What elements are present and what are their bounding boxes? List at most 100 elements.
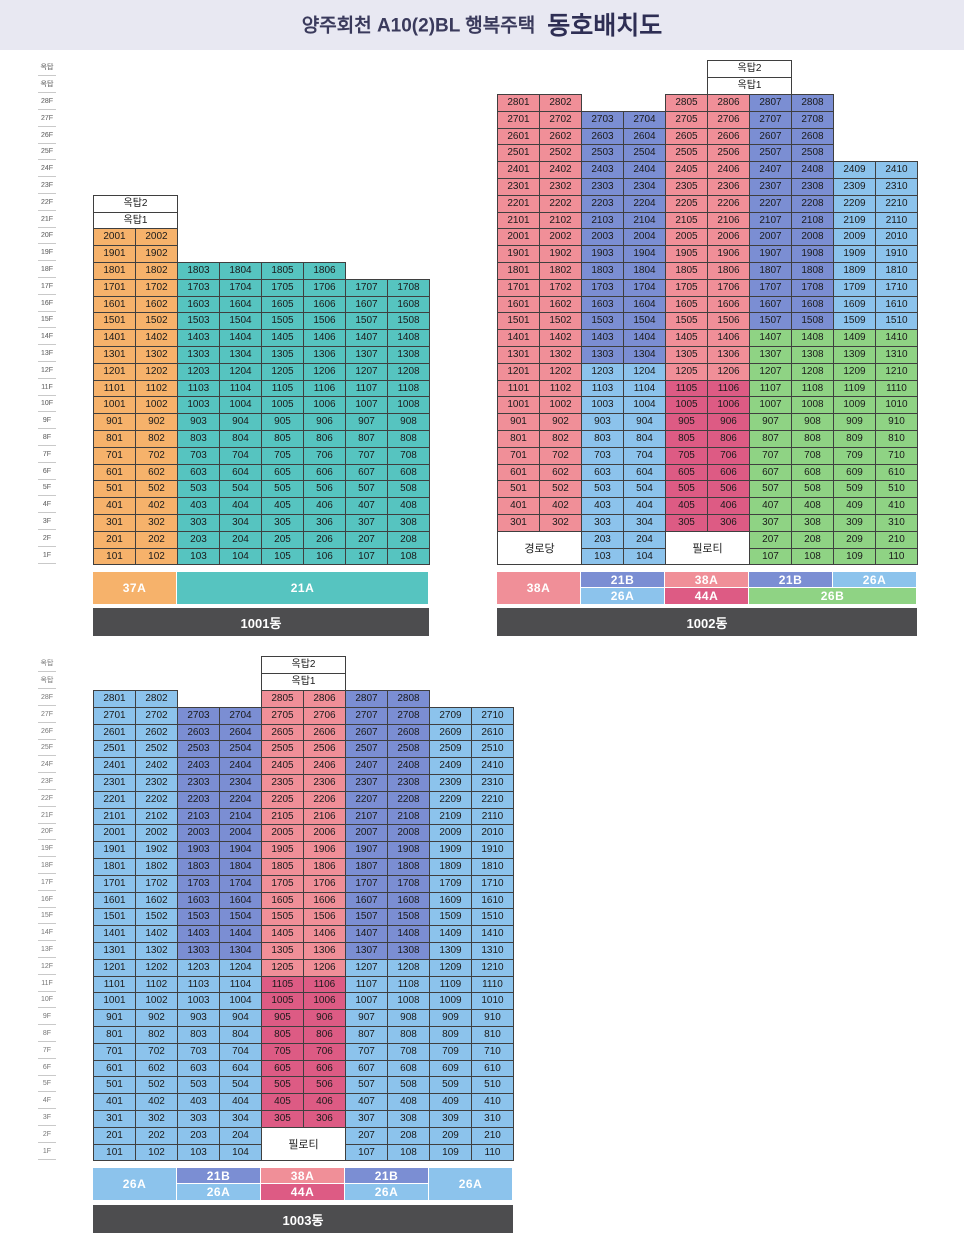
unit-cell[interactable]: 1508 [387,312,430,331]
unit-cell[interactable]: 1905 [261,841,304,859]
unit-cell[interactable]: 2508 [387,740,430,759]
unit-cell[interactable]: 1809 [429,858,472,876]
unit-cell[interactable]: 505 [261,1076,304,1095]
unit-cell[interactable]: 1705 [261,278,304,297]
unit-cell[interactable]: 1304 [219,346,262,364]
unit-cell[interactable]: 702 [135,446,178,465]
unit-cell[interactable]: 1102 [135,379,178,398]
unit-cell[interactable]: 1510 [875,312,918,331]
unit-cell[interactable]: 803 [177,430,220,448]
unit-cell[interactable]: 802 [135,430,178,448]
unit-cell[interactable]: 505 [261,480,304,499]
unit-cell[interactable]: 1406 [303,329,346,347]
unit-cell[interactable]: 1801 [93,858,136,876]
unit-cell[interactable]: 404 [219,497,262,515]
unit-cell[interactable]: 1601 [93,295,136,314]
unit-cell[interactable]: 1804 [219,858,262,876]
unit-cell[interactable]: 1409 [429,925,472,943]
unit-cell[interactable]: 2701 [93,706,136,725]
unit-cell[interactable]: 1602 [539,295,582,314]
unit-cell[interactable]: 1207 [749,362,792,381]
unit-cell[interactable]: 2010 [875,228,918,247]
unit-cell[interactable]: 1810 [471,858,514,876]
unit-cell[interactable]: 507 [345,1076,388,1095]
unit-cell[interactable]: 508 [791,480,834,499]
unit-cell[interactable]: 1209 [833,362,876,381]
unit-cell[interactable]: 2201 [497,194,540,213]
unit-cell[interactable]: 2709 [429,706,472,725]
unit-cell[interactable]: 2406 [707,161,750,179]
unit-cell[interactable]: 104 [219,547,262,566]
unit-cell[interactable]: 804 [219,1026,262,1044]
unit-cell[interactable]: 610 [471,1059,514,1078]
unit-cell[interactable]: 107 [749,547,792,566]
unit-cell[interactable]: 1407 [345,925,388,943]
unit-cell[interactable]: 1103 [581,379,624,398]
unit-cell[interactable]: 1505 [261,312,304,331]
unit-cell[interactable]: 1108 [387,975,430,994]
unit-cell[interactable]: 1702 [135,278,178,297]
unit-cell[interactable]: 1909 [833,245,876,263]
unit-cell[interactable]: 1602 [135,295,178,314]
unit-cell[interactable]: 2510 [471,740,514,759]
unit-cell[interactable]: 701 [93,1042,136,1061]
unit-cell[interactable]: 907 [345,1009,388,1027]
unit-cell[interactable]: 1006 [303,396,346,415]
unit-cell[interactable]: 1402 [135,925,178,943]
unit-cell[interactable]: 1504 [219,312,262,331]
unit-cell[interactable]: 804 [623,430,666,448]
unit-cell[interactable]: 1404 [219,925,262,943]
unit-cell[interactable]: 403 [177,1093,220,1111]
unit-cell[interactable]: 2509 [429,740,472,759]
unit-cell[interactable]: 1807 [749,262,792,280]
unit-cell[interactable]: 901 [93,1009,136,1027]
unit-cell[interactable]: 2706 [707,110,750,129]
unit-cell[interactable]: 1306 [303,346,346,364]
unit-cell[interactable]: 106 [303,547,346,566]
unit-cell[interactable]: 303 [177,514,220,532]
unit-cell[interactable]: 207 [749,530,792,549]
unit-cell[interactable]: 405 [665,497,708,515]
unit-cell[interactable]: 2303 [581,178,624,196]
unit-cell[interactable]: 1206 [303,958,346,977]
unit-cell[interactable]: 2207 [345,790,388,809]
unit-cell[interactable]: 2308 [387,774,430,792]
unit-cell[interactable]: 905 [665,413,708,431]
unit-cell[interactable]: 1107 [345,975,388,994]
unit-cell[interactable]: 2405 [261,757,304,775]
unit-cell[interactable]: 2008 [387,824,430,843]
unit-cell[interactable]: 2710 [471,706,514,725]
unit-cell[interactable]: 803 [177,1026,220,1044]
unit-cell[interactable]: 1205 [261,362,304,381]
unit-cell[interactable]: 307 [345,514,388,532]
unit-cell[interactable]: 1803 [177,262,220,280]
unit-cell[interactable]: 1406 [707,329,750,347]
unit-cell[interactable]: 1006 [707,396,750,415]
unit-cell[interactable]: 1305 [665,346,708,364]
unit-cell[interactable]: 708 [387,446,430,465]
unit-cell[interactable]: 2001 [93,824,136,843]
unit-cell[interactable]: 404 [219,1093,262,1111]
unit-cell[interactable]: 2001 [93,228,136,247]
unit-cell[interactable]: 2309 [429,774,472,792]
unit-cell[interactable]: 1106 [303,975,346,994]
unit-cell[interactable]: 203 [177,530,220,549]
unit-cell[interactable]: 1304 [623,346,666,364]
unit-cell[interactable]: 1802 [135,262,178,280]
unit-cell[interactable]: 302 [135,1110,178,1128]
unit-cell[interactable]: 2009 [429,824,472,843]
unit-cell[interactable]: 401 [93,497,136,515]
unit-cell[interactable]: 1901 [93,245,136,263]
unit-cell[interactable]: 2108 [791,211,834,230]
unit-cell[interactable]: 601 [497,463,540,482]
unit-cell[interactable]: 1108 [387,379,430,398]
unit-cell[interactable]: 2304 [219,774,262,792]
unit-cell[interactable]: 109 [429,1143,472,1162]
unit-cell[interactable]: 1605 [665,295,708,314]
unit-cell[interactable]: 602 [135,1059,178,1078]
unit-cell[interactable]: 1103 [177,975,220,994]
unit-cell[interactable]: 1209 [429,958,472,977]
unit-cell[interactable]: 703 [581,446,624,465]
unit-cell[interactable]: 903 [177,1009,220,1027]
unit-cell[interactable]: 1205 [665,362,708,381]
